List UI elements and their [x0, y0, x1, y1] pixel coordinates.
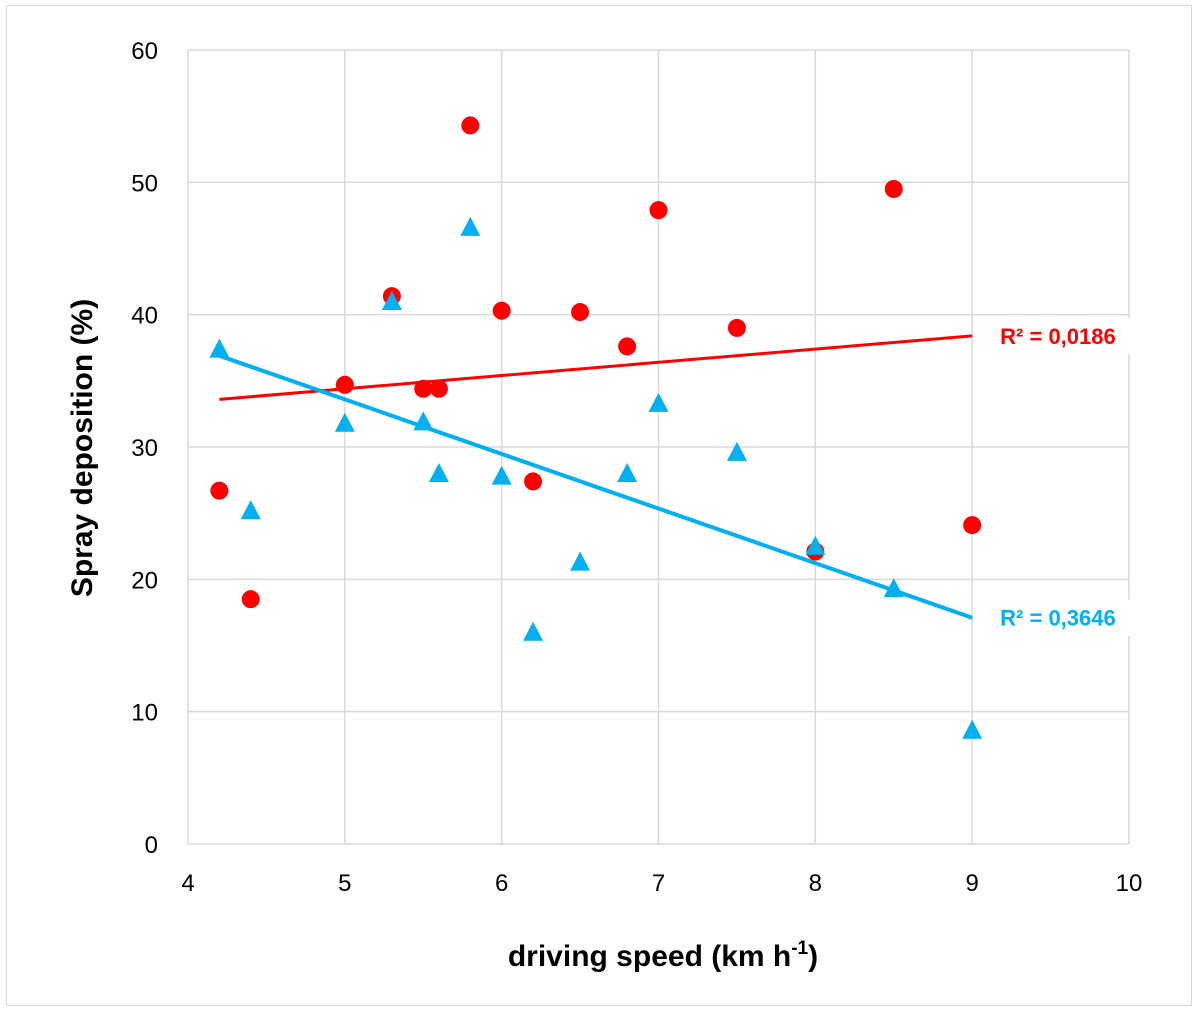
data-point-triangle — [428, 463, 449, 483]
data-point-triangle — [413, 411, 434, 431]
x-tick-label: 6 — [495, 870, 508, 897]
data-point-circle — [618, 337, 637, 356]
data-point-circle — [414, 379, 433, 398]
x-axis-title-main: driving speed (km h — [508, 940, 791, 973]
triangles-r2-label: R² = 0,3646 — [1000, 606, 1116, 631]
axes: 4 5 6 7 8 9 10 0 10 20 30 40 50 60 — [131, 38, 1142, 897]
data-point-circle — [461, 116, 480, 135]
data-point-triangle — [805, 535, 826, 555]
data-point-triangle — [491, 465, 512, 485]
r2-labels: R² = 0,0186 R² = 0,3646 — [994, 317, 1145, 636]
data-point-circle — [241, 590, 260, 609]
data-point-triangle — [334, 412, 355, 432]
x-tick-label: 4 — [181, 870, 194, 897]
data-point-circle — [649, 201, 668, 220]
data-point-triangle — [648, 392, 669, 412]
y-tick-label: 50 — [131, 170, 158, 197]
data-point-circle — [335, 375, 354, 394]
data-point-circle — [571, 303, 590, 322]
data-point-triangle — [209, 338, 230, 358]
data-point-circle — [429, 379, 448, 398]
x-tick-label: 7 — [652, 870, 665, 897]
x-axis-title-superscript: -1 — [791, 938, 808, 959]
data-point-circle — [727, 318, 746, 337]
x-axis-title: driving speed (km h-1) — [508, 938, 818, 973]
data-point-triangle — [962, 719, 983, 739]
circles-r2-label: R² = 0,0186 — [1000, 324, 1116, 349]
data-point-triangle — [883, 578, 904, 598]
gridlines — [187, 49, 1130, 845]
x-tick-label: 5 — [338, 870, 351, 897]
y-tick-label: 30 — [131, 435, 158, 462]
y-axis-title: Spray deposition (%) — [66, 299, 99, 597]
data-point-triangle — [523, 621, 544, 641]
x-tick-label: 10 — [1116, 870, 1143, 897]
triangles-trendline — [218, 353, 973, 620]
y-tick-label: 40 — [131, 303, 158, 330]
x-tick-label: 8 — [809, 870, 822, 897]
data-point-circle — [884, 179, 903, 198]
data-point-circle — [963, 516, 982, 535]
data-point-circle — [492, 301, 511, 320]
chart-frame — [6, 5, 1192, 1006]
y-tick-label: 20 — [131, 567, 158, 594]
data-point-circle — [524, 472, 543, 491]
data-point-triangle — [570, 551, 591, 571]
triangles-r2-label-bg — [994, 599, 1145, 636]
y-tick-label: 0 — [145, 832, 158, 859]
x-tick-label: 9 — [965, 870, 978, 897]
data-point-triangle — [240, 500, 261, 520]
data-point-circle — [210, 481, 229, 500]
circles-trendline — [219, 334, 973, 401]
data-points — [209, 116, 983, 739]
x-axis-title-suffix: ) — [808, 940, 818, 973]
y-tick-label: 10 — [131, 700, 158, 727]
data-point-triangle — [726, 441, 747, 461]
trendlines — [218, 334, 973, 620]
circles-r2-label-bg — [994, 317, 1145, 354]
data-point-triangle — [617, 463, 638, 483]
data-point-triangle — [460, 216, 481, 236]
data-point-triangle — [381, 290, 402, 310]
y-tick-label: 60 — [131, 38, 158, 65]
